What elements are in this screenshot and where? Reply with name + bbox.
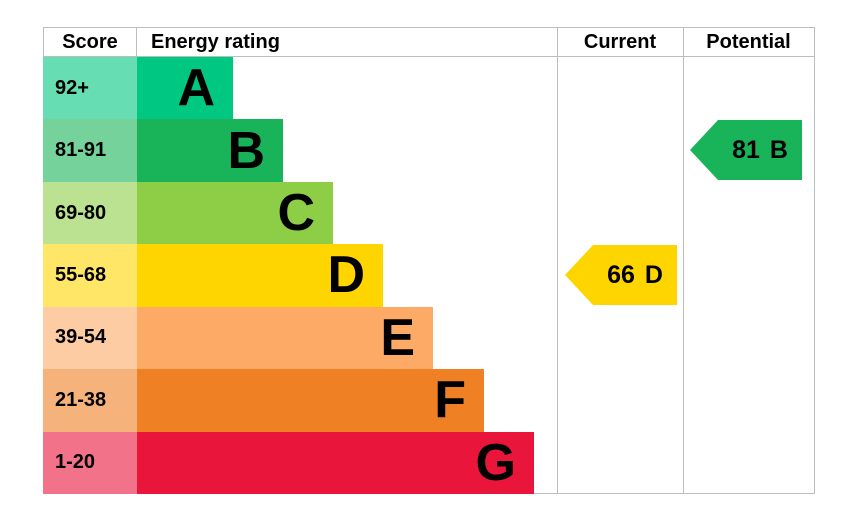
potential-rating-arrow: 81 B [690, 120, 802, 180]
band-row-d: 55-68 D [43, 244, 814, 307]
energy-rating-column-header: Energy rating [151, 31, 280, 53]
table-right-border [814, 27, 815, 494]
band-bar: F [137, 369, 484, 432]
potential-rating-label: 81 B [732, 136, 788, 165]
band-score-range: 21-38 [43, 369, 137, 432]
band-letter: C [277, 184, 315, 243]
band-letter: D [327, 246, 365, 305]
header-bottom-border [43, 56, 815, 57]
current-rating-band-letter: D [644, 260, 663, 289]
band-letter: B [227, 121, 265, 180]
score-column-header: Score [62, 31, 118, 53]
band-row-g: 1-20 G [43, 431, 814, 494]
band-score-range: 81-91 [43, 119, 137, 182]
table-top-border [43, 27, 815, 28]
band-row-a: 92+ A [43, 57, 814, 120]
band-score-range: 1-20 [43, 431, 137, 494]
band-score-range: 69-80 [43, 181, 137, 245]
band-row-b: 81-91 B [43, 119, 814, 182]
band-bar: C [137, 181, 333, 245]
band-row-e: 39-54 E [43, 306, 814, 370]
bands: 92+ A 81-91 B 69-80 C 55-68 D 39-54 E 21-38 F 1-20 G [43, 57, 814, 494]
band-row-c: 69-80 C [43, 181, 814, 245]
potential-rating-band-letter: B [769, 135, 788, 164]
band-score-range: 92+ [43, 57, 137, 120]
potential-column-divider [683, 27, 684, 494]
current-column-divider [557, 27, 558, 494]
band-letter: E [380, 308, 415, 367]
band-letter: F [434, 371, 466, 430]
potential-column-header: Potential [706, 31, 791, 53]
table-left-border [43, 27, 44, 57]
band-bar: B [137, 119, 283, 182]
band-bar: G [137, 431, 534, 494]
band-letter: G [475, 433, 516, 492]
band-score-range: 39-54 [43, 306, 137, 370]
band-row-f: 21-38 F [43, 369, 814, 432]
band-score-range: 55-68 [43, 244, 137, 307]
current-column-header: Current [583, 31, 657, 53]
band-bar: A [137, 57, 233, 120]
current-rating-arrow: 66 D [565, 245, 677, 305]
current-rating-label: 66 D [607, 261, 663, 290]
band-bar: D [137, 244, 383, 307]
score-column-divider [136, 27, 137, 57]
potential-rating-value: 81 [732, 135, 760, 164]
band-letter: A [177, 59, 215, 118]
current-rating-value: 66 [607, 260, 635, 289]
band-bar: E [137, 306, 433, 370]
